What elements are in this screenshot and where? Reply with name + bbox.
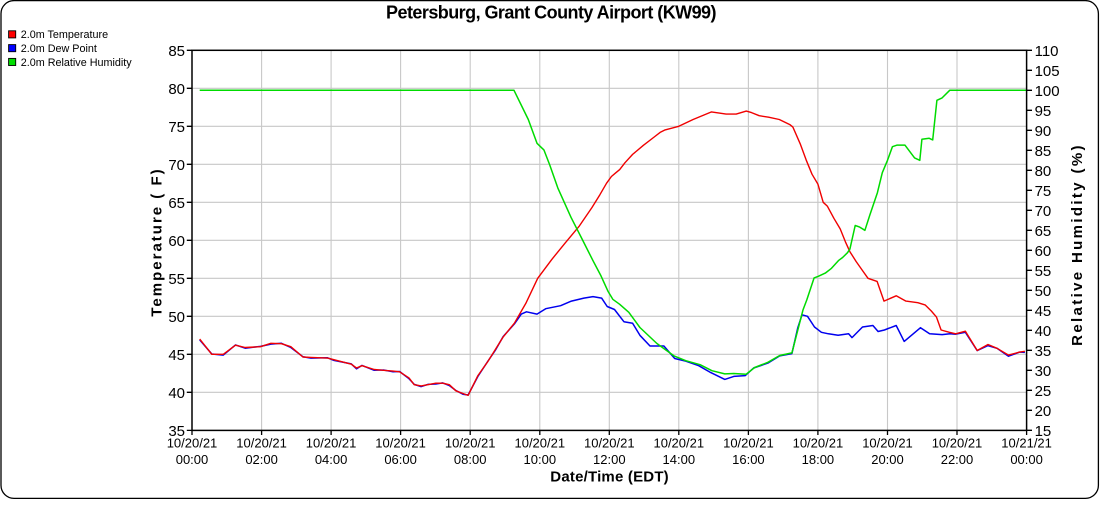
svg-text:70: 70: [168, 157, 185, 174]
svg-text:2.0m Dew Point: 2.0m Dew Point: [21, 43, 97, 55]
svg-text:00:00: 00:00: [176, 452, 209, 467]
svg-text:85: 85: [168, 43, 185, 60]
svg-text:Date/Time (EDT): Date/Time (EDT): [550, 468, 669, 485]
svg-text:90: 90: [1035, 123, 1052, 140]
svg-text:16:00: 16:00: [732, 452, 765, 467]
svg-text:55: 55: [1035, 263, 1052, 280]
svg-text:02:00: 02:00: [245, 452, 278, 467]
svg-text:15: 15: [1035, 423, 1052, 440]
svg-text:10/20/21: 10/20/21: [653, 436, 704, 451]
svg-text:10/20/21: 10/20/21: [793, 436, 844, 451]
svg-text:10/20/21: 10/20/21: [375, 436, 426, 451]
svg-text:20: 20: [1035, 403, 1052, 420]
svg-text:04:00: 04:00: [315, 452, 348, 467]
svg-text:30: 30: [1035, 363, 1052, 380]
svg-text:35: 35: [168, 423, 185, 440]
svg-text:40: 40: [1035, 323, 1052, 340]
svg-text:22:00: 22:00: [941, 452, 974, 467]
svg-text:85: 85: [1035, 143, 1052, 160]
svg-text:10/20/21: 10/20/21: [862, 436, 913, 451]
svg-text:25: 25: [1035, 383, 1052, 400]
svg-text:10/20/21: 10/20/21: [445, 436, 496, 451]
svg-text:60: 60: [1035, 243, 1052, 260]
svg-text:70: 70: [1035, 203, 1052, 220]
svg-text:18:00: 18:00: [802, 452, 835, 467]
svg-text:40: 40: [168, 385, 185, 402]
svg-text:65: 65: [168, 195, 185, 212]
svg-text:10:00: 10:00: [524, 452, 557, 467]
svg-text:50: 50: [168, 309, 185, 326]
svg-text:Relative Humidity (%): Relative Humidity (%): [1069, 143, 1086, 346]
svg-text:95: 95: [1035, 103, 1052, 120]
svg-text:08:00: 08:00: [454, 452, 487, 467]
svg-text:110: 110: [1035, 43, 1059, 60]
svg-text:10/20/21: 10/20/21: [236, 436, 287, 451]
svg-text:20:00: 20:00: [871, 452, 904, 467]
svg-text:60: 60: [168, 233, 185, 250]
svg-text:10/20/21: 10/20/21: [723, 436, 774, 451]
svg-text:80: 80: [168, 81, 185, 98]
svg-text:35: 35: [1035, 343, 1052, 360]
svg-text:06:00: 06:00: [384, 452, 417, 467]
svg-text:Petersburg, Grant County Airpo: Petersburg, Grant County Airport (KW99): [386, 2, 716, 22]
svg-text:75: 75: [168, 119, 185, 136]
svg-text:105: 105: [1035, 63, 1060, 80]
svg-text:10/20/21: 10/20/21: [514, 436, 565, 451]
svg-text:12:00: 12:00: [593, 452, 626, 467]
svg-text:80: 80: [1035, 163, 1052, 180]
svg-text:45: 45: [1035, 303, 1052, 320]
svg-text:10/20/21: 10/20/21: [306, 436, 357, 451]
svg-text:10/21/21: 10/21/21: [1001, 436, 1052, 451]
svg-text:2.0m Relative Humidity: 2.0m Relative Humidity: [21, 57, 133, 69]
svg-text:10/20/21: 10/20/21: [584, 436, 635, 451]
svg-text:100: 100: [1035, 83, 1060, 100]
svg-text:10/20/21: 10/20/21: [167, 436, 218, 451]
svg-text:45: 45: [168, 347, 185, 364]
svg-text:55: 55: [168, 271, 185, 288]
svg-text:65: 65: [1035, 223, 1052, 240]
svg-text:75: 75: [1035, 183, 1052, 200]
svg-text:50: 50: [1035, 283, 1052, 300]
svg-text:14:00: 14:00: [663, 452, 696, 467]
svg-text:Temperature ( F): Temperature ( F): [149, 167, 166, 316]
svg-text:2.0m Temperature: 2.0m Temperature: [21, 29, 108, 41]
svg-text:00:00: 00:00: [1010, 452, 1043, 467]
svg-text:10/20/21: 10/20/21: [932, 436, 983, 451]
